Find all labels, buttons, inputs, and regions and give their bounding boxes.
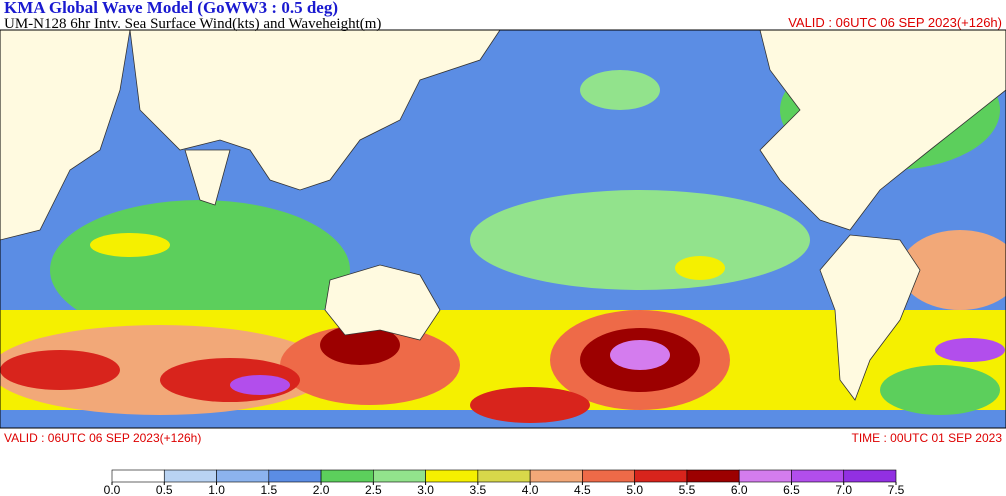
map (0, 29, 1006, 429)
colorbar-tick-label: 3.0 (417, 483, 434, 496)
colorbar-tick-label: 6.0 (731, 483, 748, 496)
colorbar-tick-label: 1.0 (208, 483, 225, 496)
wave-region (580, 70, 660, 110)
colorbar-bin (320, 469, 374, 483)
wave-region (470, 190, 810, 290)
valid-time: VALID : 06UTC 06 SEP 2023(+126h) (788, 15, 1002, 30)
map-frame (0, 29, 1006, 429)
colorbar-tick-label: 5.0 (626, 483, 643, 496)
colorbar-tick-label: 2.5 (365, 483, 382, 496)
wave-region (320, 325, 400, 365)
wave-region (610, 340, 670, 370)
wave-region (230, 375, 290, 395)
colorbar-bin (843, 469, 897, 483)
colorbar-bin (373, 469, 426, 483)
land-south-america (819, 234, 921, 401)
colorbar-tick-label: 6.5 (783, 483, 800, 496)
wave-region (935, 338, 1005, 362)
subtitle: UM-N128 6hr Intv. Sea Surface Wind(kts) … (4, 16, 381, 32)
colorbar-bin (582, 469, 635, 483)
valid-time: VALID : 06UTC 06 SEP 2023(+126h) (4, 431, 201, 445)
wave-region (0, 350, 120, 390)
colorbar-tick-label: 7.5 (888, 483, 905, 496)
colorbar-tick-label: 4.0 (522, 483, 539, 496)
colorbar-bin (738, 469, 792, 483)
init-time: TIME : 00UTC 01 SEP 2023 (851, 431, 1002, 445)
land-australia (324, 264, 441, 341)
colorbar-bin (268, 469, 322, 483)
colorbar-tick-label: 7.0 (835, 483, 852, 496)
colorbar-tick-label: 2.0 (313, 483, 330, 496)
land-north-america (759, 29, 1006, 231)
wave-region (880, 365, 1000, 415)
wave-region (90, 233, 170, 257)
colorbar-bin (111, 469, 165, 483)
title: KMA Global Wave Model (GoWW3 : 0.5 deg) (4, 0, 338, 17)
wave-region (900, 230, 1006, 310)
colorbar-tick-label: 3.5 (470, 483, 487, 496)
colorbar-bin (529, 469, 583, 483)
colorbar: 0.0 0.5 1.0 1.5 2.0 2.5 3.0 3.5 4.0 4.5 5.0 5.5 6.0 6… (104, 469, 905, 496)
wave-region (675, 256, 725, 280)
colorbar-bin (634, 469, 688, 483)
colorbar-bin (163, 469, 217, 483)
land-india (184, 149, 231, 206)
colorbar-tick-label: 5.5 (679, 483, 696, 496)
colorbar-tick-label: 0.0 (104, 483, 121, 496)
colorbar-tick-label: 1.5 (260, 483, 277, 496)
colorbar-bin (791, 469, 845, 483)
land-africa (0, 29, 131, 241)
colorbar-bin (686, 469, 740, 483)
colorbar-tick-label: 0.5 (156, 483, 173, 496)
wave-region (470, 387, 590, 423)
colorbar-bin (477, 469, 531, 483)
land-asia (129, 29, 501, 191)
colorbar-tick-label: 4.5 (574, 483, 591, 496)
colorbar-bin (216, 469, 270, 483)
colorbar-bin (425, 469, 479, 483)
